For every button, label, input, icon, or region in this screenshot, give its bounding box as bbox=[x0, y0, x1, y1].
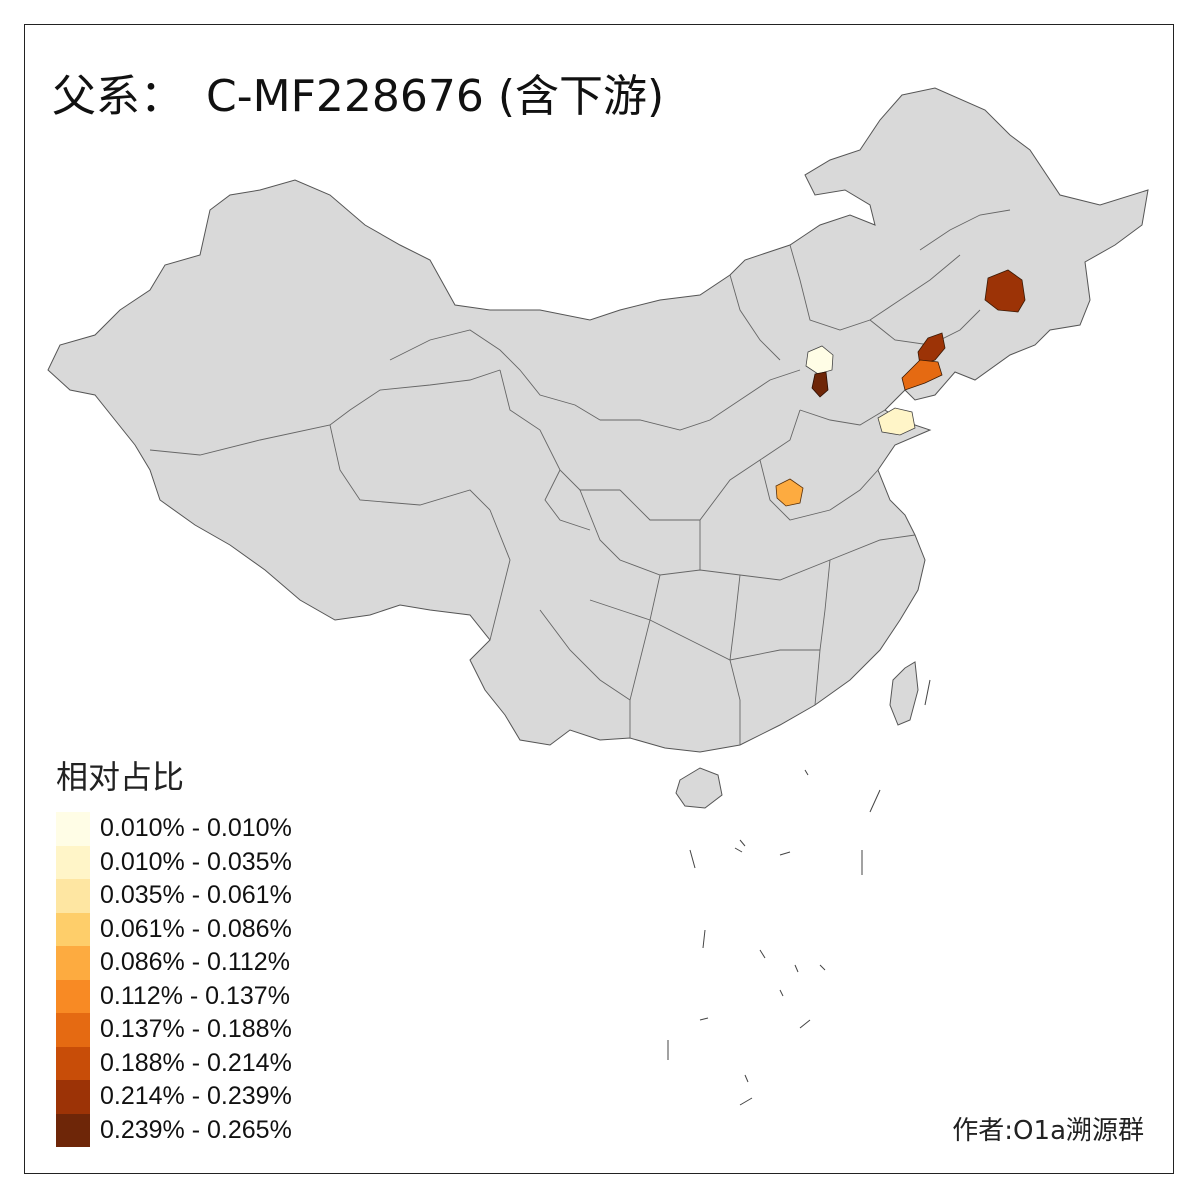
legend-label: 0.010% - 0.010% bbox=[100, 814, 292, 843]
legend-label: 0.061% - 0.086% bbox=[100, 914, 292, 943]
legend-item: 0.188% - 0.214% bbox=[56, 1046, 292, 1080]
legend: 相对占比 0.010% - 0.010% 0.010% - 0.035% 0.0… bbox=[56, 752, 292, 1147]
legend-item: 0.112% - 0.137% bbox=[56, 979, 292, 1013]
map-title: 父系： C-MF228676 (含下游) bbox=[52, 60, 664, 124]
legend-swatch bbox=[56, 845, 90, 879]
legend-item: 0.035% - 0.061% bbox=[56, 879, 292, 913]
legend-label: 0.112% - 0.137% bbox=[100, 981, 290, 1010]
hainan-island bbox=[675, 767, 723, 809]
region-henan-area bbox=[775, 478, 804, 507]
legend-item: 0.086% - 0.112% bbox=[56, 946, 292, 980]
legend-swatch bbox=[56, 946, 90, 980]
legend-label: 0.086% - 0.112% bbox=[100, 948, 290, 977]
legend-label: 0.137% - 0.188% bbox=[100, 1015, 292, 1044]
legend-swatch bbox=[56, 912, 90, 946]
legend-label: 0.188% - 0.214% bbox=[100, 1048, 292, 1077]
legend-title: 相对占比 bbox=[56, 758, 185, 796]
legend-item: 0.061% - 0.086% bbox=[56, 912, 292, 946]
legend-item: 0.010% - 0.010% bbox=[56, 812, 292, 846]
province-borders bbox=[149, 209, 1011, 745]
legend-label: 0.214% - 0.239% bbox=[100, 1082, 292, 1111]
region-beijing-area bbox=[805, 345, 834, 375]
legend-swatch bbox=[56, 812, 90, 846]
legend-item: 0.214% - 0.239% bbox=[56, 1080, 292, 1114]
title-prefix: 父系： bbox=[52, 71, 184, 122]
legend-swatch bbox=[56, 1013, 90, 1047]
legend-label: 0.239% - 0.265% bbox=[100, 1115, 292, 1144]
taiwan-island bbox=[889, 661, 919, 726]
legend-item: 0.239% - 0.265% bbox=[56, 1113, 292, 1147]
legend-item: 0.010% - 0.035% bbox=[56, 845, 292, 879]
region-harbin-area bbox=[984, 269, 1026, 313]
legend-swatch bbox=[56, 979, 90, 1013]
mainland-china bbox=[47, 87, 1149, 753]
title-main: C-MF228676 (含下游) bbox=[206, 71, 665, 122]
region-dalian-area bbox=[901, 359, 943, 391]
south-sea-islands bbox=[667, 679, 931, 1106]
region-shandong-peninsula bbox=[877, 407, 916, 436]
legend-label: 0.010% - 0.035% bbox=[100, 847, 292, 876]
legend-swatch bbox=[56, 1080, 90, 1114]
legend-swatch bbox=[56, 1046, 90, 1080]
region-hebei-south bbox=[811, 371, 829, 398]
region-liaoning-north bbox=[917, 332, 946, 366]
legend-item: 0.137% - 0.188% bbox=[56, 1013, 292, 1047]
legend-label: 0.035% - 0.061% bbox=[100, 881, 292, 910]
author-credit: 作者:O1a溯源群 bbox=[952, 1116, 1144, 1146]
legend-swatch bbox=[56, 879, 90, 913]
legend-swatch bbox=[56, 1113, 90, 1147]
